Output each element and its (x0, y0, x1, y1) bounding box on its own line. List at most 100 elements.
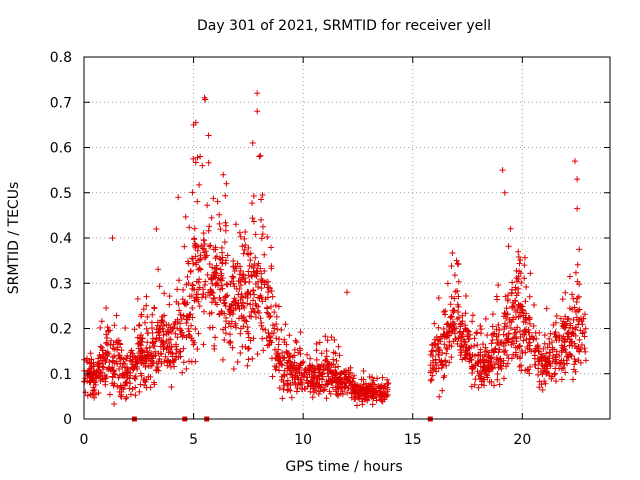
data-point (471, 352, 478, 359)
data-point (503, 337, 510, 344)
data-point (212, 265, 219, 272)
data-point (450, 309, 457, 316)
data-point (374, 375, 381, 382)
data-point (564, 316, 571, 323)
data-point (171, 321, 178, 328)
data-point (574, 205, 581, 212)
data-point (526, 320, 533, 327)
data-point (289, 364, 296, 371)
data-point (194, 291, 201, 298)
data-point (343, 376, 350, 383)
data-point (346, 380, 353, 387)
data-point (359, 401, 366, 408)
data-point (258, 270, 265, 277)
data-point (134, 340, 141, 347)
data-point (441, 372, 448, 379)
data-point (569, 291, 576, 298)
data-point (104, 352, 111, 359)
data-point (284, 380, 291, 387)
data-point (120, 360, 127, 367)
data-point (556, 353, 563, 360)
data-point (558, 376, 565, 383)
data-point (540, 345, 547, 352)
data-point (155, 329, 162, 336)
data-point (176, 325, 183, 332)
data-point (509, 279, 516, 286)
data-point (190, 155, 197, 162)
x-tick-label: 10 (294, 432, 312, 448)
data-point (505, 243, 512, 250)
data-point (327, 390, 334, 397)
data-point (292, 380, 299, 387)
data-point (241, 278, 248, 285)
data-point (344, 289, 350, 296)
data-point (186, 311, 193, 318)
data-point (488, 347, 495, 354)
data-point (385, 380, 392, 387)
data-point (103, 357, 110, 364)
data-point (205, 227, 212, 234)
data-point (522, 319, 529, 326)
data-point (579, 330, 586, 337)
data-point (433, 368, 440, 375)
data-point (507, 325, 514, 332)
data-point (136, 388, 143, 395)
data-point (472, 362, 479, 369)
data-point (206, 243, 213, 250)
data-point (194, 198, 201, 205)
data-point (84, 392, 91, 399)
data-point (126, 385, 133, 392)
data-point (552, 378, 559, 385)
data-point (516, 260, 523, 267)
data-point (462, 310, 469, 317)
data-point (542, 355, 549, 362)
data-point (443, 344, 450, 351)
data-point (185, 280, 192, 287)
data-point (144, 313, 151, 320)
data-point (184, 273, 191, 280)
data-point (474, 358, 481, 365)
data-point (500, 375, 507, 382)
data-point (261, 281, 268, 288)
data-point (110, 382, 117, 389)
data-point (187, 268, 194, 275)
data-point (271, 325, 278, 332)
data-point (556, 360, 563, 367)
data-point (201, 249, 208, 256)
data-point (516, 328, 523, 335)
data-point (228, 301, 235, 308)
data-point (315, 390, 322, 397)
data-point (362, 393, 369, 400)
data-point (237, 278, 244, 285)
data-point (117, 355, 124, 362)
data-point (469, 312, 476, 319)
data-point (493, 326, 500, 333)
data-point (219, 356, 226, 363)
data-point (323, 353, 330, 360)
data-point (132, 375, 139, 382)
data-point (129, 365, 136, 372)
data-point (319, 376, 326, 383)
data-point (265, 289, 272, 296)
data-point (582, 357, 589, 364)
data-point (237, 267, 244, 274)
data-point (443, 362, 450, 369)
data-point (174, 286, 181, 293)
data-point (132, 384, 139, 391)
data-point (221, 337, 228, 344)
data-point (512, 349, 519, 356)
data-point (232, 221, 239, 228)
data-point (523, 336, 530, 343)
data-point (236, 271, 243, 278)
data-point (99, 376, 106, 383)
data-point (234, 359, 241, 366)
data-point (266, 314, 273, 321)
data-point (177, 348, 184, 355)
data-point (201, 282, 208, 289)
data-point (191, 235, 198, 242)
data-point (163, 321, 170, 328)
data-point (441, 341, 448, 348)
data-point (194, 345, 201, 352)
data-point (138, 313, 145, 320)
data-point (95, 355, 102, 362)
